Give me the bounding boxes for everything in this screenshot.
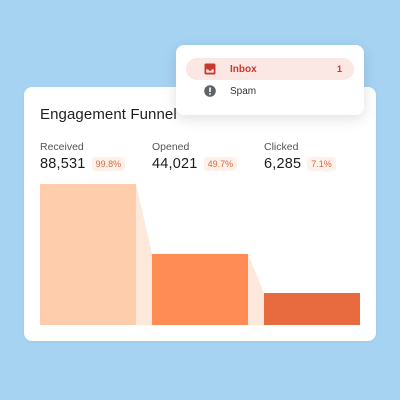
funnel-bar-received: [40, 184, 136, 325]
stat-label: Clicked: [264, 141, 299, 153]
stat-label: Received: [40, 141, 84, 153]
stat-value: 6,285: [264, 156, 302, 172]
stat-opened: Opened 44,021 49.7%: [152, 141, 238, 172]
engagement-funnel-card: Engagement Funnel Received 88,531 99.8% …: [24, 87, 376, 341]
stat-percent-badge: 7.1%: [307, 157, 336, 171]
menu-item-label: Inbox: [230, 63, 257, 75]
stat-received: Received 88,531 99.8%: [40, 141, 126, 172]
stat-clicked: Clicked 6,285 7.1%: [264, 141, 336, 172]
unread-count-badge: 1: [336, 64, 342, 74]
stat-label: Opened: [152, 141, 190, 153]
funnel-bar-clicked: [264, 293, 360, 325]
funnel-connector: [136, 184, 152, 325]
card-title: Engagement Funnel: [40, 106, 177, 123]
menu-item-spam[interactable]: Spam: [186, 80, 354, 102]
funnel-chart: [40, 184, 360, 325]
stat-percent-badge: 49.7%: [203, 157, 238, 171]
funnel-connector: [248, 254, 264, 325]
stat-value: 44,021: [152, 156, 198, 172]
funnel-bar-opened: [152, 254, 248, 325]
folder-menu: Inbox 1 Spam: [176, 45, 364, 115]
menu-item-label: Spam: [230, 85, 257, 97]
stat-value: 88,531: [40, 156, 86, 172]
inbox-icon: [204, 63, 216, 75]
stat-percent-badge: 99.8%: [91, 157, 126, 171]
menu-item-inbox[interactable]: Inbox 1: [186, 58, 354, 80]
spam-alert-icon: [204, 85, 216, 97]
